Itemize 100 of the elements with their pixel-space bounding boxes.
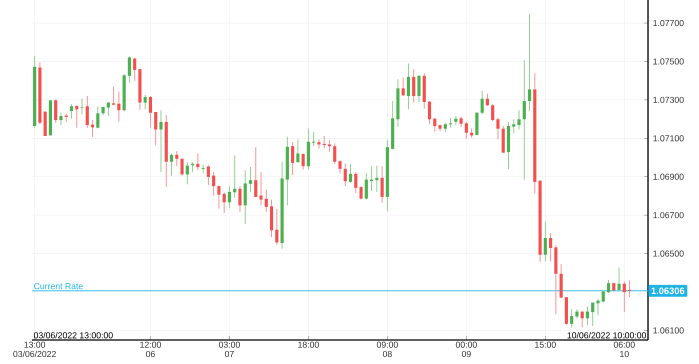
candlestick (370, 166, 374, 192)
candlestick (206, 164, 210, 186)
text: 1.06306 (652, 288, 684, 294)
y-tick-label: 1.06700 (653, 212, 684, 218)
candlestick (302, 153, 305, 170)
candlestick (402, 77, 405, 97)
y-tick-label: 1.06100 (653, 327, 684, 334)
x-tick-label: 03:00 07 (218, 342, 240, 358)
candlestick (296, 138, 300, 164)
candlestick (159, 110, 163, 173)
candlestick (148, 96, 152, 128)
candlestick (580, 311, 584, 328)
candlestick (354, 172, 358, 194)
candlestick (259, 172, 263, 206)
candlestick (596, 298, 600, 316)
candlestick (428, 100, 432, 125)
candlestick (570, 308, 574, 328)
y-tick-label: 1.07700 (653, 20, 684, 26)
candlestick (406, 63, 410, 110)
candlestick (549, 232, 552, 262)
candlestick (54, 98, 58, 124)
candlestick (444, 122, 447, 133)
candlestick (86, 96, 89, 128)
candlestick (338, 160, 342, 174)
candlestick (606, 279, 610, 294)
x-tick-label: 13:00 03/06/2022 (13, 342, 56, 358)
candlestick (264, 189, 268, 212)
candlestick (175, 150, 178, 167)
candlestick (170, 153, 174, 176)
candlestick (475, 112, 478, 136)
candlestick (317, 138, 321, 149)
candlestick (575, 308, 579, 319)
x-tick-label: 12:00 06 (140, 342, 161, 358)
candlestick (560, 264, 563, 299)
candlestick (186, 162, 189, 185)
candlestick (90, 120, 94, 138)
candlestick (628, 280, 632, 298)
candlestick (448, 117, 452, 128)
candlestick (417, 74, 421, 102)
candlestick (348, 163, 352, 184)
candlestick (59, 112, 63, 126)
annotation: 10/06/2022 10:00:00 (568, 332, 646, 338)
candlestick (75, 104, 78, 128)
candlestick (248, 166, 252, 192)
candlestick (144, 94, 147, 110)
candlestick (364, 172, 368, 200)
candlestick (333, 143, 336, 164)
candlestick (496, 117, 500, 140)
x-tick-label: 06:00 10 (614, 342, 635, 358)
y-tick-label: 1.06900 (653, 174, 684, 180)
candlestick (217, 185, 220, 210)
candlestick (96, 106, 100, 129)
candlestick (480, 90, 484, 115)
candlestick (238, 186, 242, 212)
candlestick (180, 158, 184, 176)
candlestick (254, 146, 258, 198)
ref-line-label: Current Rate (34, 283, 83, 290)
candlestick (359, 186, 363, 200)
candlestick (491, 104, 494, 122)
candlestick (275, 208, 278, 246)
candlestick (133, 57, 136, 82)
candlestick (602, 290, 605, 304)
candlestick (586, 306, 590, 326)
candlestick (344, 163, 347, 187)
candlestick (591, 302, 594, 326)
candlestick (244, 170, 247, 224)
candlestick (70, 104, 74, 120)
candlestick (228, 186, 232, 208)
candlestick (464, 122, 468, 140)
candlestick (106, 102, 110, 116)
candlestick (222, 192, 226, 214)
candlestick (212, 171, 216, 196)
candlestick (528, 14, 532, 112)
y-tick-label: 1.07300 (653, 96, 684, 103)
candlestick (202, 164, 205, 174)
annotation: 03/06/2022 13:00:00 (34, 332, 113, 338)
x-tick-label: 09:00 08 (376, 342, 398, 358)
y-tick-label: 1.07100 (653, 135, 684, 142)
x-tick-label: 18:00 (298, 342, 319, 348)
x-tick-label: 15:00 (535, 342, 556, 348)
candlestick (154, 112, 158, 146)
candlestick (128, 56, 131, 84)
y-tick-label: 1.07500 (653, 58, 684, 65)
candlestick (486, 93, 490, 106)
candlestick (522, 60, 526, 180)
candlestick (512, 118, 516, 134)
candlestick (291, 142, 294, 176)
candlestick (622, 280, 626, 313)
candlestick (233, 154, 236, 198)
candlestick (544, 220, 547, 262)
candlestick (470, 128, 474, 138)
candlestick (517, 110, 521, 130)
candlestick (454, 116, 458, 126)
candlestick (617, 266, 621, 291)
candlestick (380, 166, 384, 204)
candlestick (322, 136, 326, 149)
x-tick-label: 00:00 09 (456, 342, 477, 358)
candlestick (117, 91, 120, 122)
candlestick (433, 117, 436, 132)
y-tick-label: 1.06500 (653, 250, 684, 257)
